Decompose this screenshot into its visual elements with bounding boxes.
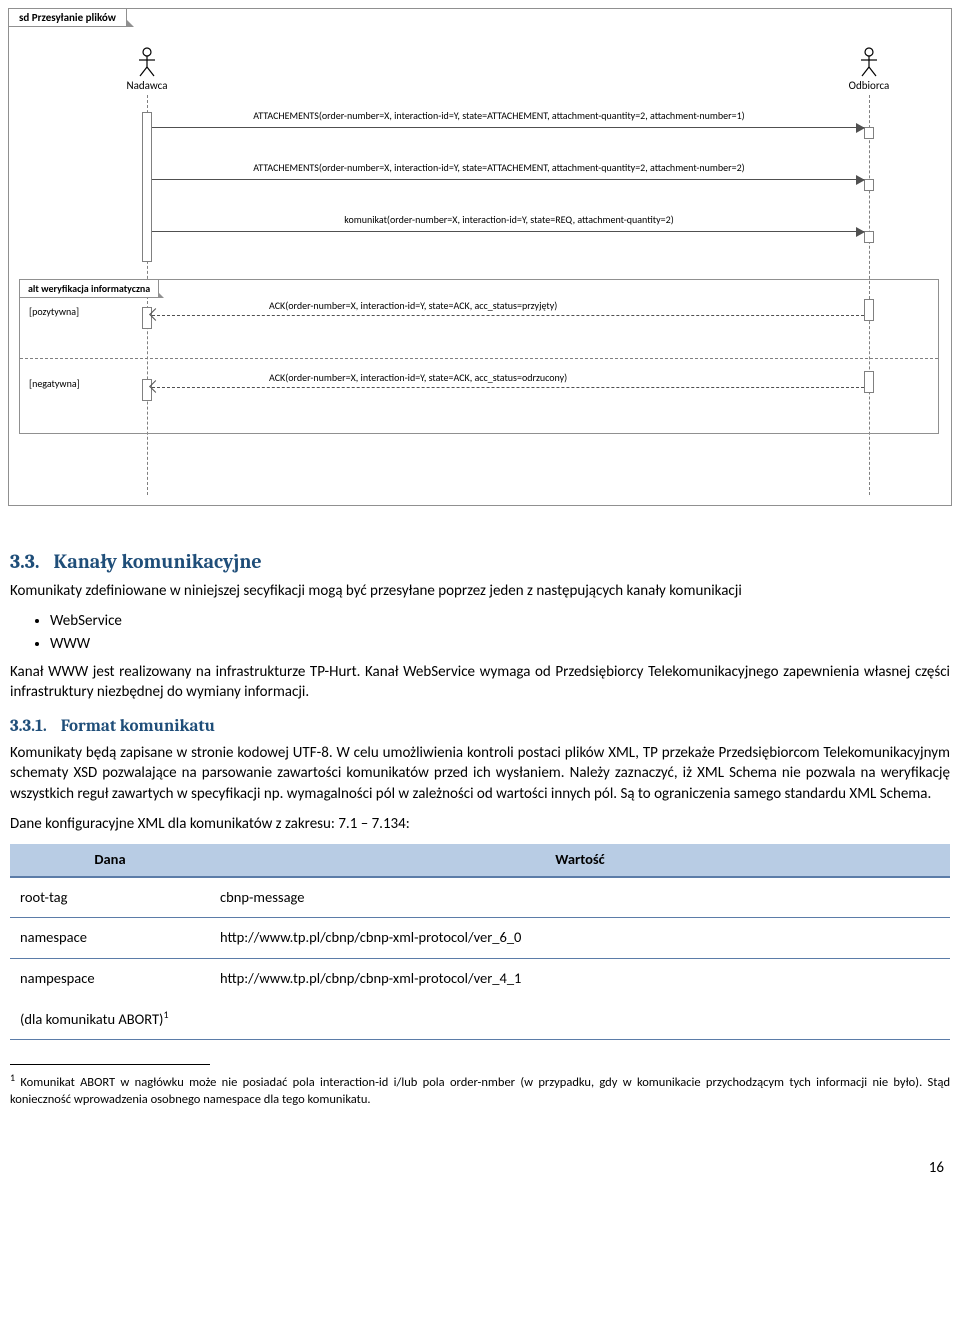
diagram-title: sd Przesyłanie plików — [8, 8, 127, 27]
table-cell-namespace-label: namespace — [10, 918, 210, 959]
section-3-3-heading: 3.3. Kanały komunikacyjne — [10, 548, 950, 575]
table-header-dana: Dana — [10, 844, 210, 877]
actor-receiver-label: Odbiorca — [839, 79, 899, 92]
channel-list: WebService WWW — [50, 611, 950, 654]
message-1-label: ATTACHEMENTS(order-number=X, interaction… — [179, 109, 819, 122]
section-3-3-1-heading: 3.3.1. Format komunikatu — [10, 716, 950, 739]
section-3-3-p1: Komunikaty zdefiniowane w niniejszej sec… — [10, 581, 950, 601]
message-3-arrow — [152, 231, 864, 232]
activation-receiver-2 — [864, 179, 874, 191]
actor-icon — [859, 47, 879, 77]
activation-sender-main — [142, 112, 152, 262]
actor-sender-label: Nadawca — [117, 79, 177, 92]
table-header-wartosc: Wartość — [210, 844, 950, 877]
footnote-1: 1 Komunikat ABORT w nagłówku może nie po… — [10, 1071, 950, 1109]
table-row: root-tag cbnp-message — [10, 877, 950, 918]
activation-sender-ack1 — [142, 307, 152, 329]
channel-item-webservice: WebService — [50, 611, 950, 631]
footnote-separator — [10, 1064, 210, 1065]
message-2-label: ATTACHEMENTS(order-number=X, interaction… — [179, 161, 819, 174]
table-cell-namespace-abort-label: nampespace (dla komunikatu ABORT)1 — [10, 958, 210, 1040]
table-cell-root-tag-label: root-tag — [10, 877, 210, 918]
table-cell-namespace-abort-value: http://www.tp.pl/cbnp/cbnp-xml-protocol/… — [210, 958, 950, 1040]
table-row: namespace http://www.tp.pl/cbnp/cbnp-xml… — [10, 918, 950, 959]
alt-label: alt weryfikacja informatyczna — [19, 279, 159, 298]
table-cell-namespace-abort-label-2: (dla komunikatu ABORT) — [20, 1010, 163, 1028]
alt-guard-2: [negatywna] — [29, 377, 80, 390]
table-cell-namespace-value: http://www.tp.pl/cbnp/cbnp-xml-protocol/… — [210, 918, 950, 959]
table-cell-namespace-abort-label-1: nampespace — [20, 969, 95, 987]
actor-icon — [137, 47, 157, 77]
ack2-label: ACK(order-number=X, interaction-id=Y, st… — [269, 371, 769, 384]
ack1-label: ACK(order-number=X, interaction-id=Y, st… — [269, 299, 769, 312]
document-body: 3.3. Kanały komunikacyjne Komunikaty zdef… — [0, 510, 960, 1129]
ack1-arrow — [152, 315, 864, 316]
activation-receiver-ack1 — [864, 299, 874, 321]
activation-receiver-3 — [864, 231, 874, 243]
section-3-3-1-title: Format komunikatu — [61, 717, 215, 736]
activation-receiver-1 — [864, 127, 874, 139]
table-header-row: Dana Wartość — [10, 844, 950, 877]
activation-receiver-ack2 — [864, 371, 874, 393]
section-3-3-p2: Kanał WWW jest realizowany na infrastruk… — [10, 662, 950, 703]
alt-divider — [20, 358, 938, 359]
message-1-arrow — [152, 127, 864, 128]
section-3-3-1-p1: Komunikaty będą zapisane w stronie kodow… — [10, 743, 950, 804]
section-3-3-title: Kanały komunikacyjne — [54, 550, 262, 573]
page-number: 16 — [0, 1129, 960, 1189]
alt-guard-1: [pozytywna] — [29, 305, 79, 318]
section-3-3-1-p2: Dane konfiguracyjne XML dla komunikatów … — [10, 814, 950, 834]
footnote-marker: 1 — [10, 1071, 15, 1084]
section-3-3-1-number: 3.3.1. — [10, 717, 47, 736]
channel-item-www: WWW — [50, 634, 950, 654]
table-row: nampespace (dla komunikatu ABORT)1 http:… — [10, 958, 950, 1040]
actor-sender: Nadawca — [117, 47, 177, 92]
actor-receiver: Odbiorca — [839, 47, 899, 92]
footnote-text: Komunikat ABORT w nagłówku może nie posi… — [10, 1076, 950, 1108]
message-2-arrow — [152, 179, 864, 180]
config-table: Dana Wartość root-tag cbnp-message names… — [10, 844, 950, 1040]
activation-sender-ack2 — [142, 379, 152, 401]
ack2-arrow — [152, 387, 864, 388]
footnote-ref-1: 1 — [163, 1008, 168, 1021]
section-3-3-number: 3.3. — [10, 550, 40, 573]
message-3-label: komunikat(order-number=X, interaction-id… — [239, 213, 779, 226]
sequence-diagram: sd Przesyłanie plików Nadawca Odbiorca A… — [8, 8, 952, 506]
table-cell-root-tag-value: cbnp-message — [210, 877, 950, 918]
